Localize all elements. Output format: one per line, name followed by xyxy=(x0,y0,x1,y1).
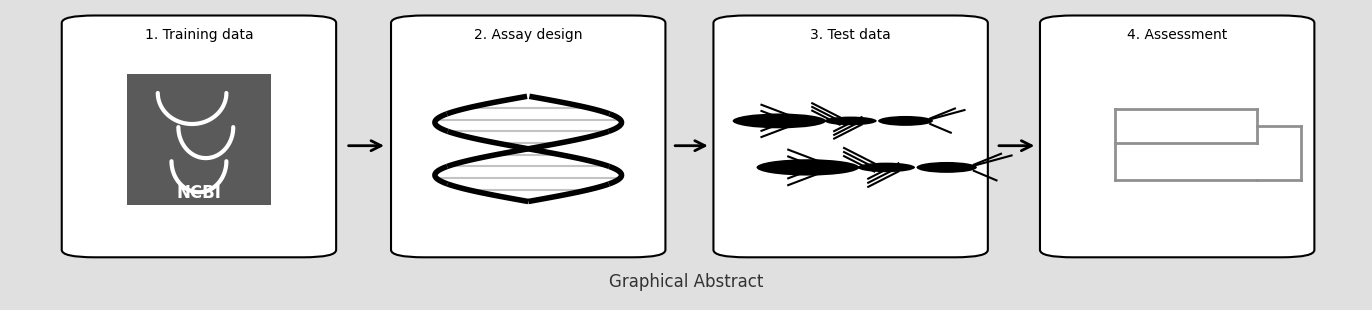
Ellipse shape xyxy=(916,162,977,173)
Ellipse shape xyxy=(733,113,826,128)
Ellipse shape xyxy=(858,163,915,172)
Text: 4. Assessment: 4. Assessment xyxy=(1126,28,1228,42)
Ellipse shape xyxy=(878,116,933,126)
Bar xyxy=(126,74,272,205)
Text: Graphical Abstract: Graphical Abstract xyxy=(609,273,763,291)
FancyBboxPatch shape xyxy=(62,16,336,257)
FancyBboxPatch shape xyxy=(713,16,988,257)
FancyBboxPatch shape xyxy=(1040,16,1314,257)
Ellipse shape xyxy=(756,159,859,175)
Text: NCBI: NCBI xyxy=(177,184,221,202)
Text: 2. Assay design: 2. Assay design xyxy=(473,28,583,42)
Text: 3. Test data: 3. Test data xyxy=(811,28,890,42)
FancyBboxPatch shape xyxy=(391,16,665,257)
Ellipse shape xyxy=(825,117,877,125)
Text: 1. Training data: 1. Training data xyxy=(144,28,254,42)
